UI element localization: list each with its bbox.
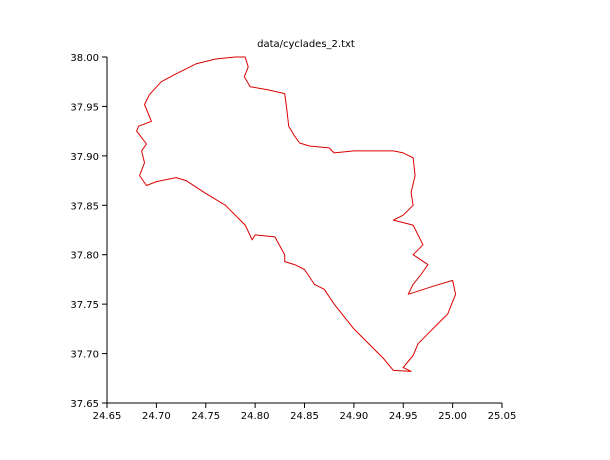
x-tick-label: 24.85 bbox=[290, 411, 319, 422]
x-tick-label: 24.95 bbox=[389, 411, 418, 422]
x-tick-label: 24.65 bbox=[93, 411, 122, 422]
chart-title: data/cyclades_2.txt bbox=[257, 39, 355, 50]
x-tick-label: 25.00 bbox=[438, 411, 467, 422]
y-tick-label: 37.75 bbox=[70, 300, 99, 311]
y-tick-label: 37.65 bbox=[70, 399, 99, 410]
x-tick-label: 25.05 bbox=[488, 411, 517, 422]
x-tick-label: 24.70 bbox=[142, 411, 171, 422]
x-tick-label: 24.75 bbox=[191, 411, 220, 422]
y-tick-label: 37.80 bbox=[70, 251, 99, 262]
y-tick-label: 37.85 bbox=[70, 201, 99, 212]
x-tick-label: 24.80 bbox=[241, 411, 270, 422]
y-tick-label: 37.70 bbox=[70, 350, 99, 361]
x-tick-label: 24.90 bbox=[340, 411, 369, 422]
y-tick-label: 38.00 bbox=[70, 53, 99, 64]
x-ticks: 24.65 24.70 24.75 24.80 24.85 24.90 24.95 25.00… bbox=[93, 403, 517, 422]
y-tick-label: 37.90 bbox=[70, 152, 99, 163]
y-tick-label: 37.95 bbox=[70, 102, 99, 113]
